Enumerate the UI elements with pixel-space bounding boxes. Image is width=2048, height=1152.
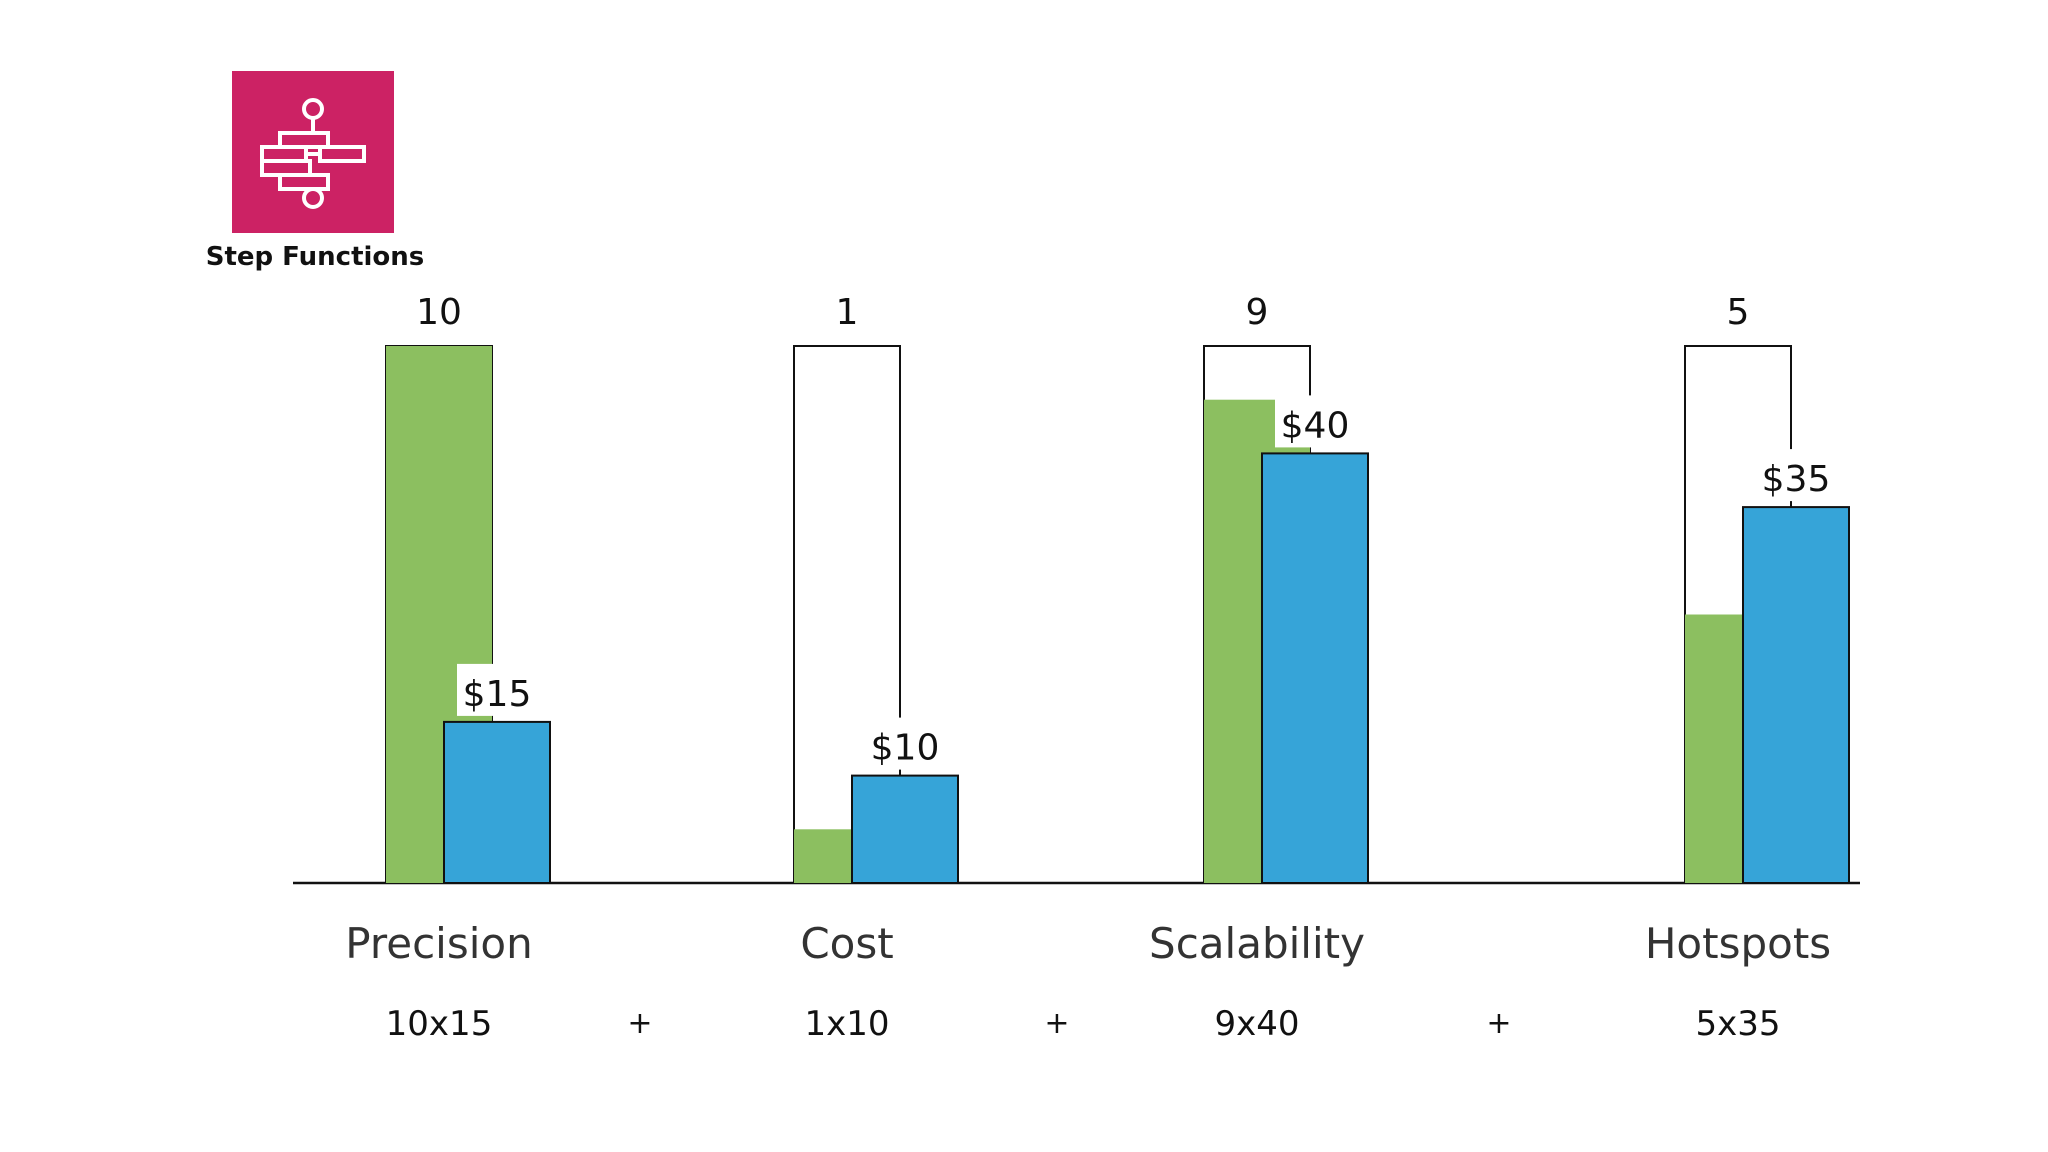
service-logo — [232, 71, 394, 233]
price-bar-0 — [443, 720, 551, 885]
category-label-3: Hotspots — [1645, 919, 1831, 968]
category-label-0: Precision — [345, 919, 532, 968]
step-functions-icon — [232, 71, 394, 233]
price-label-2: $40 — [1281, 405, 1350, 446]
category-label-2: Scalability — [1149, 919, 1365, 968]
formula-label-1: 1x10 — [804, 1004, 889, 1044]
plus-operator-0: + — [627, 1006, 652, 1041]
price-bar-2 — [1261, 452, 1369, 884]
service-name: Step Functions — [205, 242, 425, 272]
price-label-bg-0 — [457, 663, 537, 716]
category-label-1: Cost — [800, 919, 893, 968]
price-label-3: $35 — [1762, 459, 1831, 500]
price-label-1: $10 — [871, 728, 940, 769]
price-label-bg-3 — [1756, 449, 1836, 502]
price-bar-3 — [1742, 506, 1850, 884]
price-label-bg-1 — [865, 717, 945, 770]
score-label-0: 10 — [416, 292, 462, 333]
score-label-2: 9 — [1246, 292, 1269, 333]
formula-label-3: 5x35 — [1695, 1004, 1780, 1044]
formula-label-2: 9x40 — [1214, 1004, 1299, 1044]
plus-operator-2: + — [1486, 1006, 1511, 1041]
price-label-bg-2 — [1275, 395, 1355, 448]
score-label-3: 5 — [1727, 292, 1750, 333]
formula-label-0: 10x15 — [386, 1004, 493, 1044]
score-label-1: 1 — [836, 292, 859, 333]
plus-operator-1: + — [1044, 1006, 1069, 1041]
price-label-0: $15 — [463, 674, 532, 715]
price-bar-1 — [851, 774, 959, 884]
